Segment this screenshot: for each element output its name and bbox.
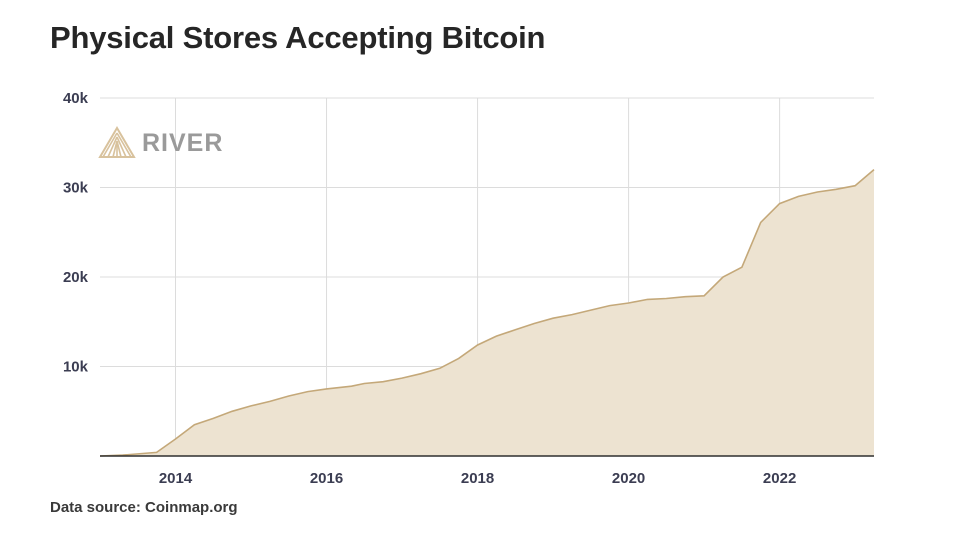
y-tick-label: 40k	[63, 90, 89, 107]
river-logo: RIVER	[98, 126, 223, 158]
x-tick-label: 2014	[159, 470, 193, 487]
x-tick-label: 2018	[461, 470, 494, 487]
data-source-note: Data source: Coinmap.org	[50, 499, 238, 516]
y-tick-label: 10k	[63, 359, 89, 376]
river-logo-text: RIVER	[142, 129, 223, 157]
series-area	[100, 169, 874, 456]
x-axis-ticks: 2014 2016 2018 2020 2022	[159, 470, 796, 487]
y-tick-label: 20k	[63, 269, 89, 286]
series-line	[99, 168, 875, 457]
x-tick-label: 2022	[763, 470, 796, 487]
y-tick-label: 30k	[63, 180, 89, 197]
x-tick-label: 2020	[612, 470, 645, 487]
y-axis-ticks: 10k 20k 30k 40k	[63, 90, 89, 376]
river-logo-icon	[98, 126, 136, 158]
chart-title: Physical Stores Accepting Bitcoin	[50, 20, 546, 55]
x-tick-label: 2016	[310, 470, 343, 487]
